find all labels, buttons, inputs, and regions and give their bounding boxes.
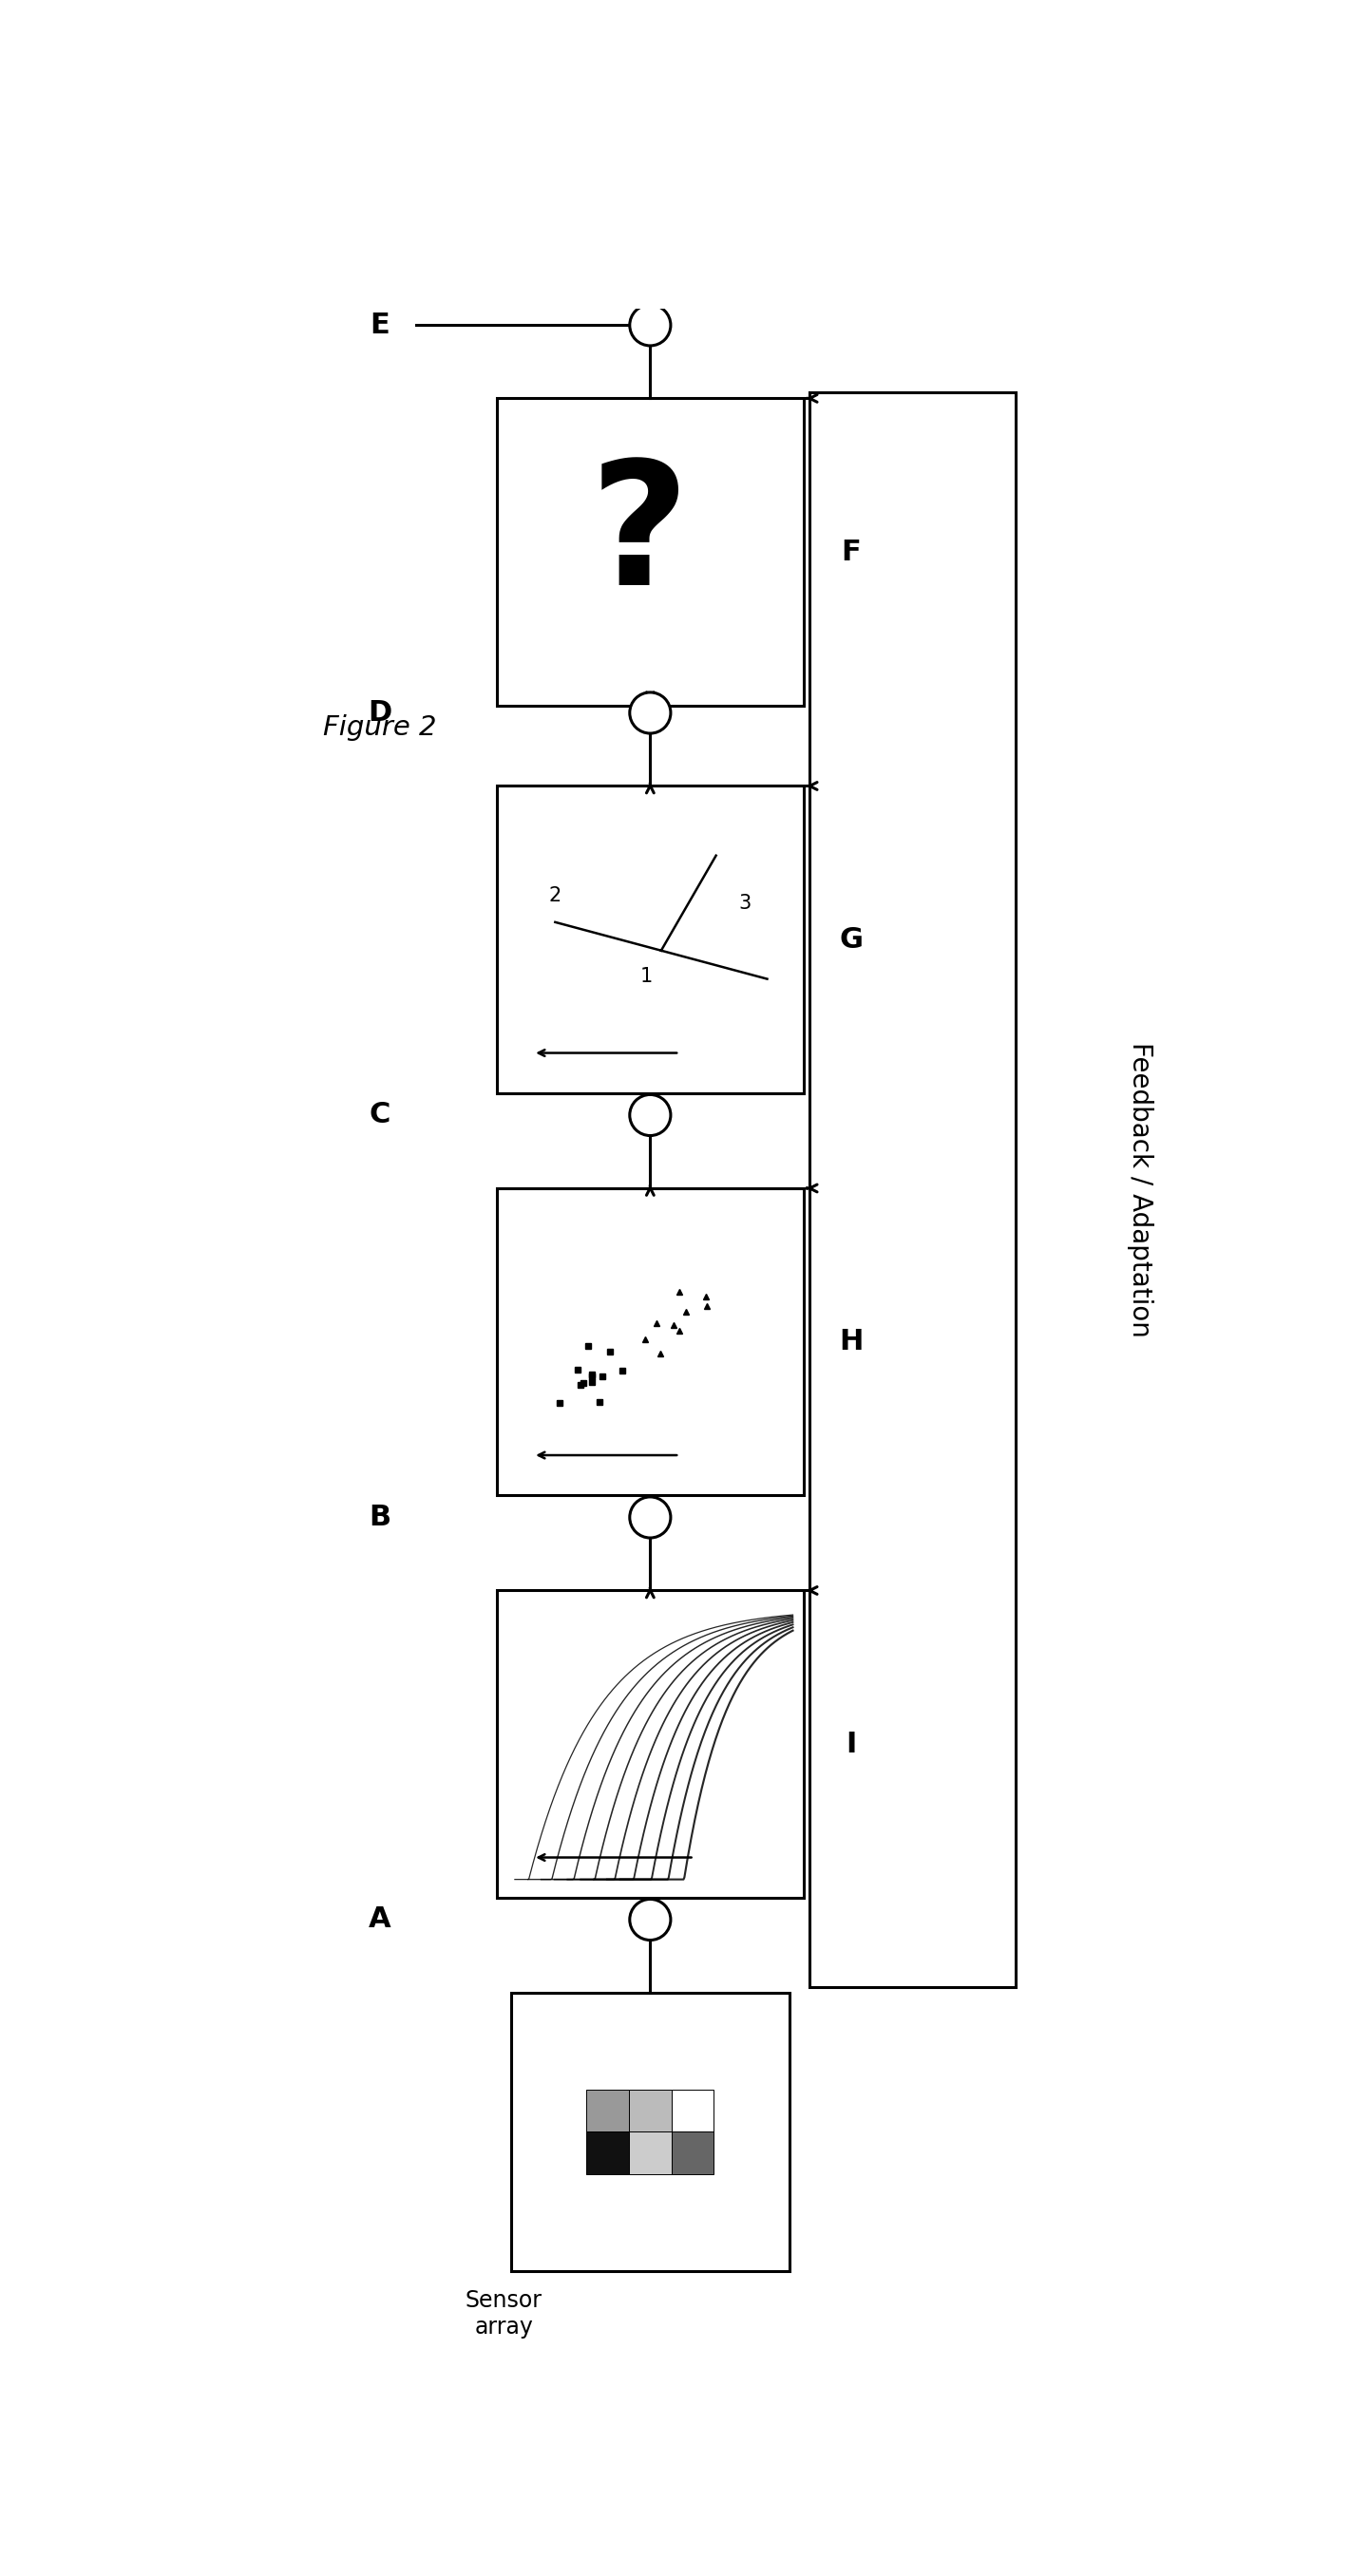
Text: G: G <box>840 925 863 953</box>
Text: ?: ? <box>589 453 689 621</box>
Bar <box>496 786 804 1092</box>
Bar <box>496 399 804 706</box>
Text: 2: 2 <box>549 886 562 904</box>
Text: 1: 1 <box>640 966 653 987</box>
Circle shape <box>630 1899 671 1940</box>
Text: B: B <box>369 1504 390 1530</box>
Text: D: D <box>367 698 392 726</box>
Text: Sensor
array: Sensor array <box>466 2290 543 2339</box>
Bar <box>629 2133 671 2174</box>
Bar <box>586 2133 629 2174</box>
Text: A: A <box>369 1906 390 1935</box>
Bar <box>496 1188 804 1497</box>
Bar <box>810 392 1017 1986</box>
Circle shape <box>630 1497 671 1538</box>
Bar <box>586 2089 629 2133</box>
Text: E: E <box>370 312 389 340</box>
Bar <box>511 1994 789 2269</box>
Bar <box>496 1589 804 1899</box>
Circle shape <box>630 693 671 734</box>
Text: Figure 2: Figure 2 <box>323 714 436 742</box>
Bar <box>671 2133 714 2174</box>
Text: Feedback / Adaptation: Feedback / Adaptation <box>1128 1043 1154 1337</box>
Text: F: F <box>841 538 862 567</box>
Circle shape <box>630 304 671 345</box>
Text: 3: 3 <box>738 894 752 912</box>
Bar <box>671 2089 714 2133</box>
Bar <box>629 2089 671 2133</box>
Text: H: H <box>840 1329 863 1355</box>
Circle shape <box>630 1095 671 1136</box>
Text: I: I <box>845 1731 856 1757</box>
Text: C: C <box>369 1103 390 1128</box>
